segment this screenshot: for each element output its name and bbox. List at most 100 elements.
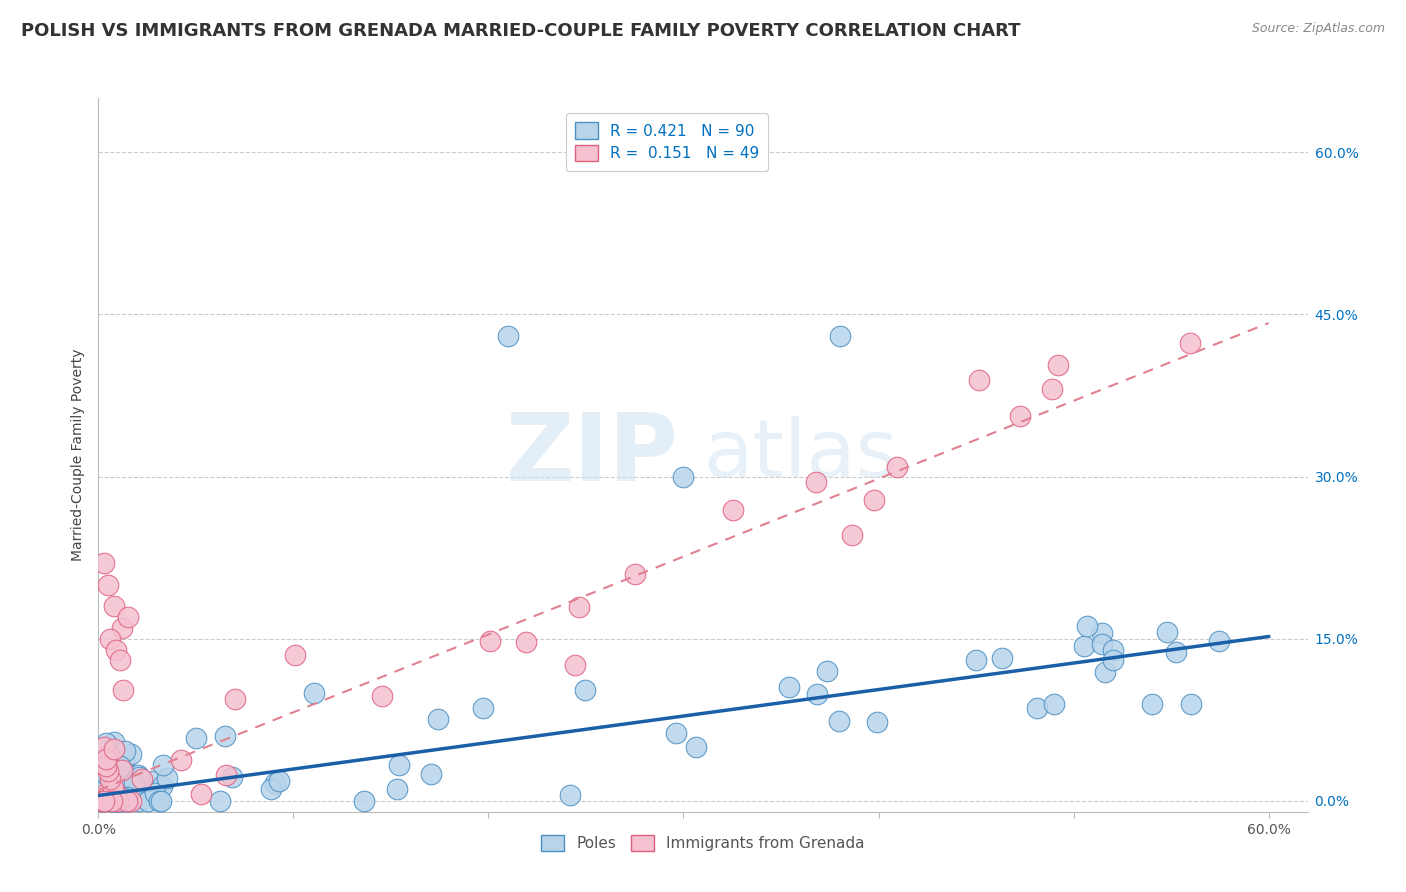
Point [94, 777, 117, 791]
Point [221, 770, 243, 784]
Point [665, 726, 688, 740]
Point [101, 780, 124, 795]
Point [111, 794, 134, 808]
Point [93, 794, 115, 808]
Point [1091, 637, 1114, 651]
Point [103, 599, 125, 614]
Point [215, 768, 238, 782]
Point [107, 794, 129, 808]
Point [117, 794, 139, 808]
Point [91, 794, 114, 808]
Point [90, 794, 112, 808]
Y-axis label: Married-Couple Family Poverty: Married-Couple Family Poverty [72, 349, 86, 561]
Point [150, 794, 173, 808]
Point [142, 789, 165, 804]
Point [115, 779, 138, 793]
Point [828, 714, 851, 728]
Text: Source: ZipAtlas.com: Source: ZipAtlas.com [1251, 22, 1385, 36]
Point [841, 528, 863, 542]
Point [125, 790, 148, 805]
Point [93, 739, 115, 754]
Point [1073, 639, 1095, 653]
Point [108, 794, 131, 808]
Point [685, 740, 707, 755]
Point [93, 794, 115, 808]
Point [1180, 336, 1202, 351]
Point [105, 767, 128, 781]
Point [93, 767, 115, 781]
Point [111, 791, 134, 805]
Point [115, 794, 138, 808]
Point [1094, 665, 1116, 679]
Point [815, 664, 838, 678]
Point [156, 771, 179, 785]
Point [120, 747, 142, 762]
Point [104, 642, 127, 657]
Point [170, 753, 193, 767]
Point [117, 790, 139, 805]
Point [94, 787, 117, 801]
Point [143, 786, 166, 800]
Point [101, 794, 124, 808]
Point [828, 329, 851, 343]
Point [114, 743, 136, 757]
Point [111, 621, 134, 635]
Point [806, 475, 828, 490]
Point [112, 683, 135, 698]
Point [568, 599, 591, 614]
Point [104, 780, 127, 795]
Point [108, 653, 131, 667]
Point [115, 794, 138, 808]
Point [105, 794, 128, 808]
Legend: Poles, Immigrants from Grenada: Poles, Immigrants from Grenada [534, 829, 872, 857]
Point [110, 794, 132, 808]
Point [471, 701, 494, 715]
Text: atlas: atlas [703, 416, 897, 494]
Point [98, 632, 121, 646]
Point [284, 648, 307, 662]
Point [1043, 697, 1066, 711]
Point [122, 777, 145, 791]
Point [388, 758, 411, 772]
Point [97, 764, 120, 778]
Point [97, 756, 120, 770]
Point [214, 730, 236, 744]
Text: ZIP: ZIP [506, 409, 679, 501]
Point [89, 763, 111, 777]
Point [128, 794, 150, 808]
Point [260, 782, 283, 797]
Point [90, 794, 112, 808]
Point [1042, 382, 1064, 396]
Point [304, 686, 326, 700]
Point [1076, 619, 1098, 633]
Point [263, 776, 285, 790]
Point [148, 794, 170, 808]
Point [89, 775, 111, 789]
Point [103, 734, 125, 748]
Point [1101, 642, 1123, 657]
Point [209, 794, 232, 808]
Point [1156, 625, 1178, 640]
Point [991, 650, 1014, 665]
Point [89, 794, 111, 808]
Point [103, 742, 125, 756]
Point [496, 329, 519, 343]
Point [1180, 697, 1202, 711]
Point [107, 772, 129, 787]
Point [127, 768, 149, 782]
Point [1026, 700, 1049, 714]
Point [131, 772, 153, 786]
Point [967, 373, 990, 387]
Point [94, 752, 117, 766]
Point [97, 777, 120, 791]
Point [150, 779, 173, 793]
Point [866, 715, 889, 730]
Point [110, 758, 132, 772]
Point [1166, 644, 1188, 658]
Point [1010, 409, 1032, 423]
Point [101, 794, 124, 808]
Point [117, 610, 139, 624]
Point [558, 788, 581, 802]
Point [93, 794, 115, 808]
Point [120, 794, 142, 808]
